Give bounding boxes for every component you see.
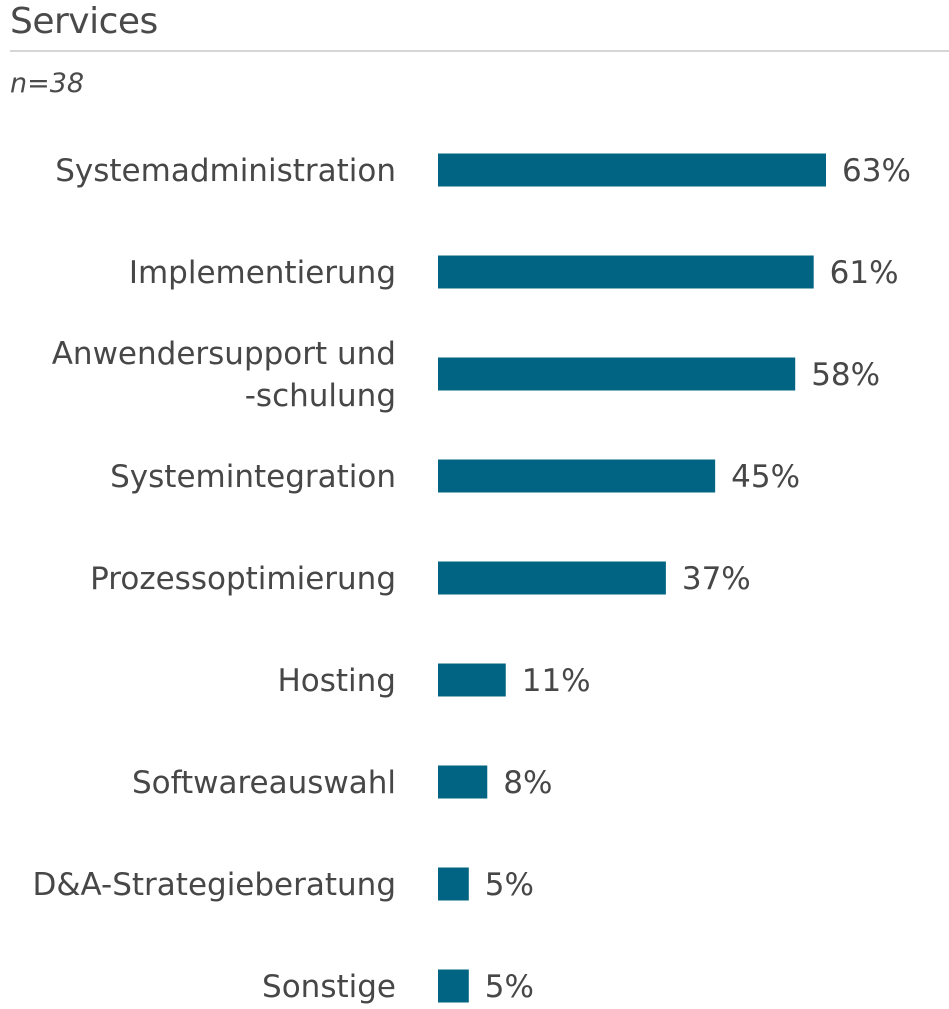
bar bbox=[438, 765, 488, 799]
category-label: Hosting bbox=[277, 663, 396, 699]
bar-row: 5% D&A-Strategieberatung bbox=[32, 867, 534, 903]
category-label: Systemintegration bbox=[110, 459, 396, 495]
bar bbox=[438, 969, 469, 1003]
bar-row: 11% Hosting bbox=[277, 663, 590, 699]
sample-size: n=38 bbox=[10, 68, 85, 99]
category-label: Prozessoptimierung bbox=[90, 561, 396, 597]
bar bbox=[438, 867, 469, 901]
bar-row: 63% Systemadministration bbox=[55, 153, 911, 189]
category-label: Softwareauswahl bbox=[132, 765, 396, 801]
bar-row: 45% Systemintegration bbox=[110, 459, 800, 495]
category-label: Anwendersupport und bbox=[52, 336, 396, 372]
data-label: 61% bbox=[830, 255, 899, 291]
bar-row: 61% Implementierung bbox=[129, 255, 899, 291]
category-label: Sonstige bbox=[262, 969, 396, 1005]
bar-row: 5% Sonstige bbox=[262, 969, 534, 1005]
bar bbox=[438, 561, 666, 595]
bar-row: 58% Anwendersupport und -schulung bbox=[52, 336, 880, 414]
category-label: -schulung bbox=[245, 378, 396, 414]
chart-title: Services bbox=[10, 1, 158, 42]
data-label: 8% bbox=[503, 765, 552, 801]
title-divider bbox=[10, 50, 949, 52]
bar-row: 8% Softwareauswahl bbox=[132, 765, 553, 801]
category-label: D&A-Strategieberatung bbox=[32, 867, 396, 903]
data-label: 5% bbox=[485, 969, 534, 1005]
bar bbox=[438, 663, 506, 697]
category-label: Implementierung bbox=[129, 255, 396, 291]
data-label: 5% bbox=[485, 867, 534, 903]
bar bbox=[438, 153, 826, 187]
data-label: 63% bbox=[842, 153, 911, 189]
bar bbox=[438, 255, 814, 289]
category-label: Systemadministration bbox=[55, 153, 396, 189]
bar bbox=[438, 459, 716, 493]
bar bbox=[438, 357, 796, 391]
data-label: 37% bbox=[682, 561, 751, 597]
data-label: 45% bbox=[731, 459, 800, 495]
data-label: 58% bbox=[811, 357, 880, 393]
data-label: 11% bbox=[522, 663, 591, 699]
bar-row: 37% Prozessoptimierung bbox=[90, 561, 751, 597]
